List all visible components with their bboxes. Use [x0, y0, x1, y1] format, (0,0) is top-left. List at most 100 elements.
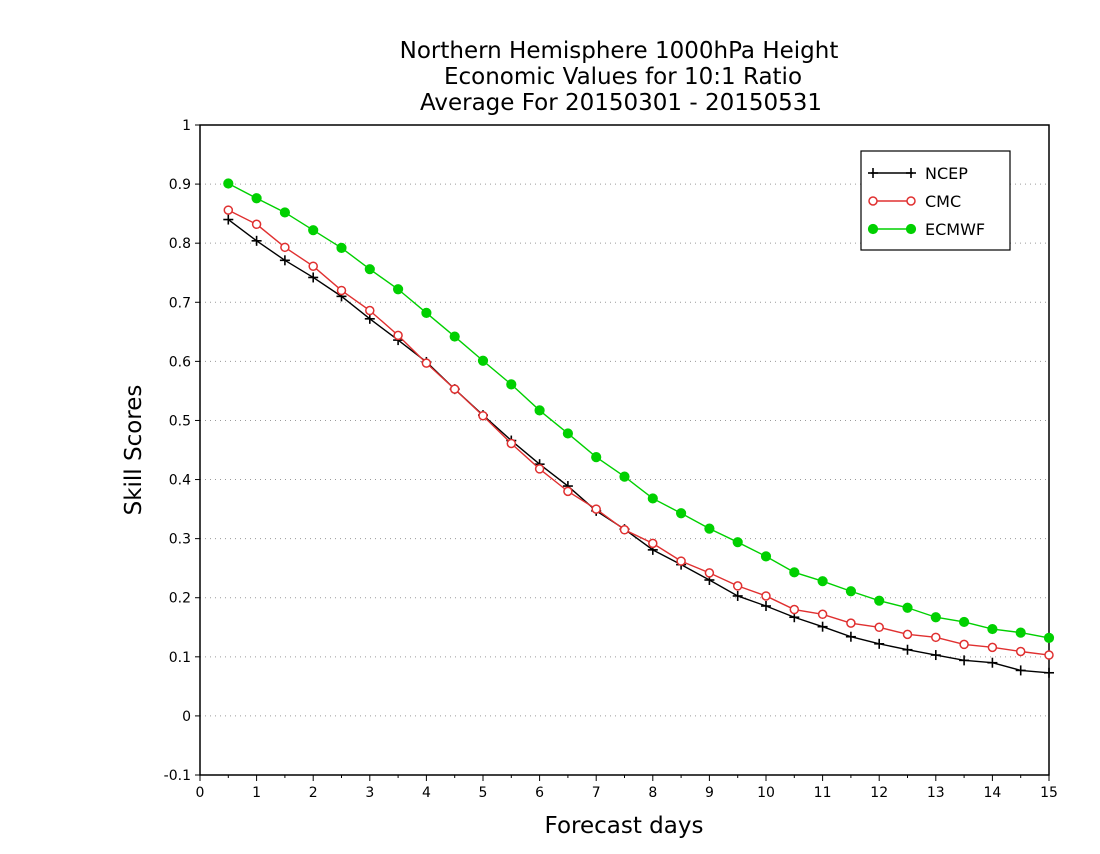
data-point-ncep — [1015, 665, 1026, 676]
y-tick-label: -0.1 — [164, 768, 191, 784]
series-ncep — [223, 214, 1054, 678]
data-point-ecmwf — [845, 586, 857, 597]
data-point-cmc — [789, 604, 800, 615]
title-line-2: Economic Values for 10:1 Ratio — [444, 64, 802, 90]
x-axis: 0 1 2 3 4 5 6 7 8 9 10 11 12 13 14 15 — [196, 775, 1058, 801]
series-line-ecmwf — [227, 182, 1050, 639]
data-point-ecmwf — [279, 207, 290, 218]
x-tick-label: 6 — [535, 785, 544, 801]
data-point-cmc — [1044, 650, 1054, 660]
y-tick-label: 0.7 — [169, 295, 191, 311]
data-point-cmc — [280, 242, 290, 253]
data-point-cmc — [846, 618, 856, 628]
data-point-cmc — [365, 305, 375, 316]
data-point-ncep — [930, 650, 941, 661]
y-axis: -0.1 0 0.1 0.2 0.3 0.4 0.5 0.6 0.7 0.8 0.9 1 — [164, 118, 200, 784]
data-point-cmc — [449, 384, 460, 394]
data-point-ecmwf — [619, 471, 630, 482]
data-point-cmc — [761, 591, 771, 601]
x-tick-label: 9 — [705, 785, 714, 801]
data-point-ecmwf — [308, 225, 319, 236]
data-point-ecmwf — [336, 242, 347, 254]
y-tick-label: 0.3 — [169, 532, 191, 548]
x-tick-label: 1 — [252, 785, 261, 801]
title-line-1: Northern Hemisphere 1000hPa Height — [400, 38, 839, 64]
data-point-ecmwf — [562, 428, 574, 439]
data-point-ecmwf — [732, 537, 743, 548]
data-point-ecmwf — [959, 616, 970, 628]
data-point-cmc — [251, 219, 262, 230]
y-tick-label: 0.2 — [169, 591, 191, 607]
data-point-ncep — [874, 638, 885, 649]
x-tick-label: 12 — [870, 785, 888, 801]
data-point-cmc — [393, 330, 403, 341]
data-point-ecmwf — [817, 576, 828, 587]
y-tick-label: 0.5 — [169, 413, 191, 429]
data-point-ecmwf — [223, 178, 234, 189]
data-point-ncep — [959, 655, 970, 666]
data-point-ncep — [845, 631, 856, 642]
x-tick-label: 7 — [592, 785, 601, 801]
series-line-cmc — [227, 209, 1050, 656]
data-point-cmc — [223, 205, 234, 215]
data-point-cmc — [987, 642, 998, 653]
data-point-cmc — [648, 538, 658, 549]
series-line-ncep — [227, 218, 1050, 674]
data-point-ecmwf — [760, 551, 772, 562]
legend-marker — [868, 196, 878, 206]
series-cmc — [223, 205, 1054, 660]
data-point-cmc — [732, 581, 743, 591]
x-tick-label: 5 — [479, 785, 488, 801]
y-tick-label: 0.9 — [169, 177, 191, 193]
data-point-ecmwf — [449, 331, 460, 342]
legend-label: NCEP — [925, 164, 968, 183]
data-point-ecmwf — [1043, 632, 1055, 644]
data-point-cmc — [308, 261, 318, 271]
y-tick-label: 0.1 — [169, 650, 191, 666]
data-point-cmc — [591, 504, 601, 514]
data-point-ecmwf — [987, 623, 998, 635]
data-point-cmc — [704, 568, 715, 578]
data-point-ecmwf — [930, 612, 941, 623]
chart-title: Northern Hemisphere 1000hPa Height Econo… — [400, 38, 839, 116]
title-line-3: Average For 20150301 - 20150531 — [420, 90, 822, 116]
data-point-cmc — [506, 438, 517, 449]
data-point-ecmwf — [393, 284, 404, 295]
data-point-ecmwf — [477, 355, 489, 366]
data-point-cmc — [336, 285, 347, 296]
x-tick-label: 0 — [196, 785, 205, 801]
data-point-ecmwf — [647, 493, 658, 504]
y-tick-label: 0.4 — [169, 473, 191, 489]
data-point-ncep — [251, 235, 262, 246]
data-series — [223, 178, 1055, 678]
legend-label: CMC — [925, 192, 961, 211]
data-point-ecmwf — [421, 307, 432, 319]
x-tick-label: 13 — [927, 785, 945, 801]
data-point-ecmwf — [902, 602, 913, 613]
y-axis-label: Skill Scores — [121, 385, 147, 516]
data-point-ncep — [223, 214, 234, 225]
legend-entry-cmc: CMC — [868, 192, 961, 211]
data-point-cmc — [619, 525, 630, 535]
y-tick-label: 1 — [182, 118, 191, 134]
data-point-ncep — [732, 590, 743, 601]
x-tick-label: 14 — [983, 785, 1001, 801]
legend-entry-ecmwf: ECMWF — [867, 220, 985, 239]
data-point-cmc — [563, 486, 573, 497]
data-point-ecmwf — [591, 451, 602, 463]
data-point-ecmwf — [364, 264, 375, 275]
data-point-ncep — [1044, 667, 1054, 678]
data-point-cmc — [959, 639, 969, 650]
data-point-ncep — [279, 255, 290, 266]
data-point-ecmwf — [874, 595, 885, 606]
x-axis-label: Forecast days — [545, 813, 704, 839]
data-point-ecmwf — [1015, 627, 1026, 638]
data-point-ncep — [817, 621, 828, 632]
x-tick-label: 11 — [814, 785, 832, 801]
x-tick-label: 15 — [1040, 785, 1058, 801]
legend: NCEP CMC ECMWF — [860, 150, 1011, 251]
data-point-cmc — [421, 358, 432, 368]
data-point-ecmwf — [789, 567, 800, 578]
